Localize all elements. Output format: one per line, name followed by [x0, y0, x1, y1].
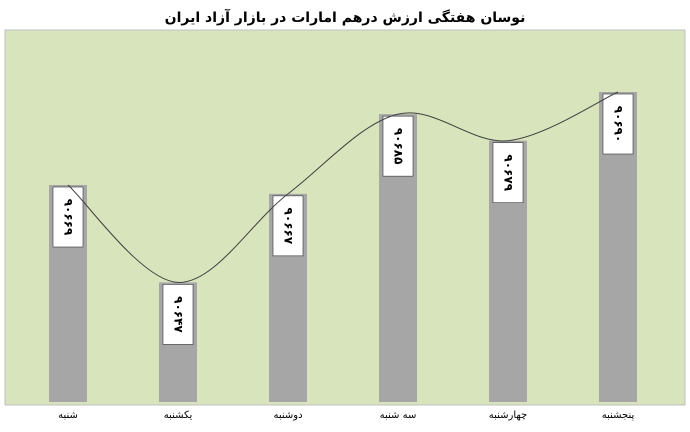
- x-tick-label: چهارشنبه: [489, 410, 527, 421]
- x-tick-label: پنجشنبه: [602, 410, 635, 421]
- value-label: ۹۰۶۹۰: [612, 106, 626, 143]
- x-tick-label: یکشنبه: [164, 410, 193, 421]
- x-tick-label: دوشنبه: [273, 410, 302, 421]
- value-label-box: [162, 284, 194, 345]
- value-label: ۹۰۶۶۹: [62, 199, 76, 236]
- value-label-box: [272, 195, 304, 257]
- value-label-box: [52, 186, 84, 248]
- plot-area: [4, 29, 686, 406]
- value-label: ۹۰۶۴۷: [172, 296, 186, 333]
- value-label-box: [382, 115, 414, 177]
- value-label-box: [492, 142, 524, 204]
- x-tick-label: سه شنبه: [380, 410, 417, 421]
- value-label-box: [602, 93, 634, 155]
- x-tick-label: شنبه: [58, 410, 78, 421]
- chart-title: نوسان هفتگی ارزش درهم امارات در بازار آز…: [165, 8, 526, 26]
- value-label: ۹۰۶۶۷: [282, 208, 296, 245]
- trend-line: [67, 91, 619, 283]
- value-label: ۹۰۶۷۹: [502, 154, 516, 191]
- value-label: ۹۰۶۸۵: [392, 128, 406, 165]
